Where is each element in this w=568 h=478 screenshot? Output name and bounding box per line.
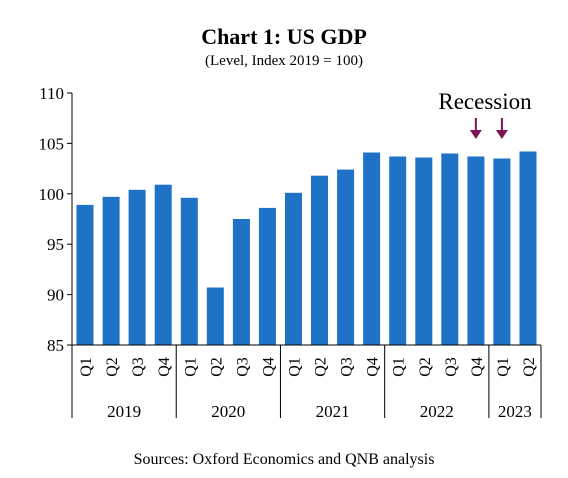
- year-label: 2019: [107, 402, 141, 421]
- bars-group: [76, 151, 537, 345]
- y-tick-label: 100: [39, 185, 65, 204]
- year-label: 2022: [420, 402, 454, 421]
- bar: [311, 175, 328, 345]
- x-tick-label: Q1: [391, 357, 408, 377]
- bar: [337, 169, 355, 345]
- chart-title: Chart 1: US GDP: [201, 24, 367, 49]
- x-tick-label: Q4: [156, 357, 173, 377]
- x-tick-label: Q4: [469, 357, 486, 377]
- bar: [102, 196, 120, 345]
- x-tick-label: Q3: [234, 357, 251, 377]
- y-tick-label: 90: [47, 286, 64, 305]
- bar: [389, 156, 407, 345]
- x-tick-label: Q2: [313, 357, 330, 377]
- bar: [76, 204, 94, 345]
- x-tick-label: Q1: [495, 357, 512, 377]
- bar: [154, 184, 172, 345]
- bar: [363, 152, 381, 345]
- x-tick-label: Q1: [78, 357, 95, 377]
- bar: [285, 192, 302, 345]
- y-tick-label: 110: [39, 84, 64, 103]
- x-tick-label: Q4: [260, 357, 277, 377]
- bar: [180, 197, 198, 345]
- bar: [441, 153, 459, 345]
- recession-arrow-head: [495, 130, 508, 139]
- x-tick-label: Q2: [208, 357, 225, 377]
- bar: [128, 189, 146, 345]
- y-tick-label: 95: [47, 235, 64, 254]
- bar: [519, 151, 537, 345]
- x-tick-label: Q1: [287, 357, 304, 377]
- x-tick-labels-group: Q1 Q2 Q3 Q4 Q1 Q2 Q3 Q4 Q1 Q2 Q3 Q4 Q1 Q2 Q3 Q4 Q1 Q2: [78, 357, 538, 377]
- bar: [206, 287, 224, 345]
- y-tick-label: 85: [47, 336, 64, 355]
- axes-group: [67, 92, 542, 418]
- bar: [232, 219, 250, 345]
- x-tick-label: Q2: [417, 357, 434, 377]
- y-tick-labels-group: 85 90 95 100 105 110: [39, 84, 65, 355]
- bar: [258, 207, 276, 345]
- x-tick-label: Q3: [130, 357, 147, 377]
- bar: [467, 156, 485, 345]
- x-tick-label: Q3: [443, 357, 460, 377]
- x-tick-label: Q1: [182, 357, 199, 377]
- year-labels-group: 2019 2020 2021 2022 2023: [107, 402, 532, 421]
- recession-annotation: Recession: [438, 89, 532, 114]
- source-note: Sources: Oxford Economics and QNB analys…: [133, 451, 435, 468]
- annotation-group: Recession: [438, 89, 532, 139]
- year-label: 2020: [211, 402, 245, 421]
- chart-subtitle: (Level, Index 2019 = 100): [205, 53, 363, 69]
- x-tick-label: Q2: [521, 357, 538, 377]
- y-tick-label: 105: [39, 134, 65, 153]
- year-label: 2023: [498, 402, 532, 421]
- bar: [493, 158, 511, 345]
- x-tick-label: Q2: [104, 357, 121, 377]
- x-tick-label: Q4: [365, 357, 382, 377]
- bar: [415, 157, 433, 345]
- year-label: 2021: [316, 402, 350, 421]
- x-tick-label: Q3: [339, 357, 356, 377]
- recession-arrow-head: [469, 130, 482, 139]
